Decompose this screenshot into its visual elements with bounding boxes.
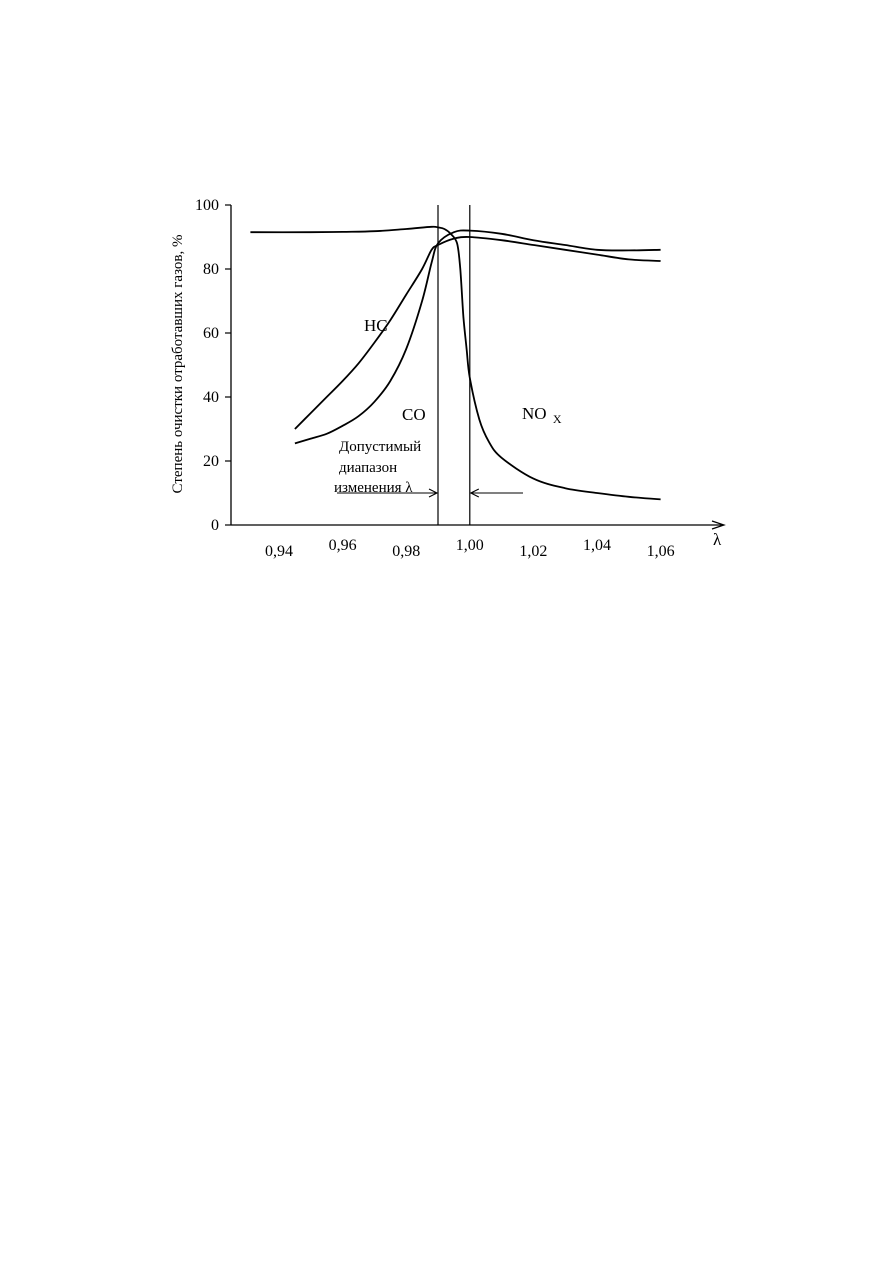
range-annotation-line3: изменения λ <box>334 480 413 496</box>
series-line-nox <box>250 225 661 501</box>
series-label-nox: NO X <box>522 404 562 426</box>
x-tick-label: 0,98 <box>392 543 420 560</box>
x-tick-label: 1,00 <box>456 537 484 554</box>
x-tick-label: 1,02 <box>519 543 547 560</box>
range-annotation-line2: диапазон <box>339 460 397 476</box>
chart-axes <box>230 205 726 530</box>
x-tick-label: 0,94 <box>265 543 293 560</box>
annotation-group: HC CO NO X Допустимый диапазон изменения… <box>170 235 722 549</box>
range-arrow-left-head <box>428 488 439 498</box>
x-axis-label: λ <box>713 530 722 549</box>
y-tick-label: 40 <box>203 389 219 406</box>
y-tick-label: 80 <box>203 261 219 278</box>
range-annotation-line1: Допустимый <box>339 439 421 455</box>
y-tick-group: 0 20 40 60 80 100 <box>195 197 231 534</box>
y-axis-label: Степень очистки отработавших газов, % <box>170 235 186 494</box>
x-axis-arrow <box>711 520 726 530</box>
series-line-co <box>294 229 661 445</box>
series-group <box>250 225 661 501</box>
series-line-hc <box>294 236 661 430</box>
x-tick-label: 0,96 <box>329 537 357 554</box>
y-tick-label: 100 <box>195 197 219 214</box>
range-arrow-right-head <box>469 488 480 498</box>
x-tick-label: 1,06 <box>647 543 675 560</box>
series-label-hc: HC <box>364 316 388 335</box>
y-tick-label: 60 <box>203 325 219 342</box>
y-tick-label: 20 <box>203 453 219 470</box>
x-tick-group: 0,94 0,96 0,98 1,00 1,02 1,04 1,06 <box>265 537 675 560</box>
series-label-nox-sub: X <box>553 412 562 426</box>
series-label-co: CO <box>402 405 426 424</box>
x-tick-label: 1,04 <box>583 537 611 554</box>
y-tick-label: 0 <box>211 517 219 534</box>
series-label-nox-main: NO <box>522 404 547 423</box>
